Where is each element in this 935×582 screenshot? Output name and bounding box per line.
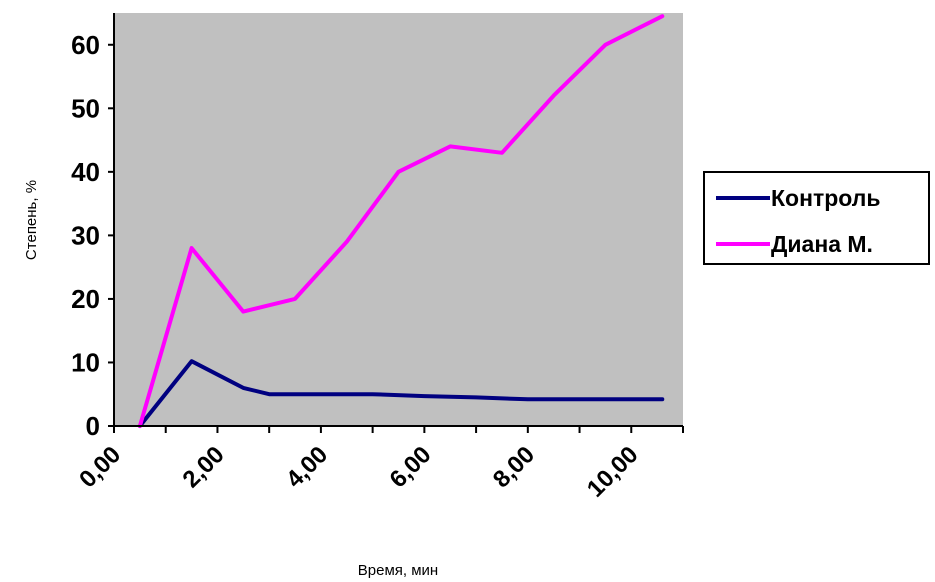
series-line-1 [137,14,665,428]
y-tick-label: 40 [71,157,100,187]
y-tick-label: 60 [71,30,100,60]
y-tick-label: 30 [71,220,100,250]
legend: Контроль Диана М. [703,171,930,265]
y-tick-label: 10 [71,347,100,377]
series-layer [137,14,665,428]
x-tick-label: 8,00 [488,441,540,493]
legend-label-control: Контроль [771,185,881,211]
y-tick-label: 50 [71,93,100,123]
x-tick-label: 6,00 [384,441,436,493]
y-axis-title: Степень, % [23,180,40,260]
x-tick-label: 2,00 [178,441,230,493]
x-tick-label: 0,00 [74,441,126,493]
series-line-0 [137,359,665,428]
legend-label-diana: Диана М. [771,231,873,257]
x-tick-label: 10,00 [582,441,644,503]
x-tick-label: 4,00 [281,441,333,493]
y-tick-label: 20 [71,284,100,314]
plot-area [114,13,683,426]
x-axis-title: Время, мин [358,562,438,579]
legend-box [703,171,930,265]
y-tick-label: 0 [86,411,100,441]
